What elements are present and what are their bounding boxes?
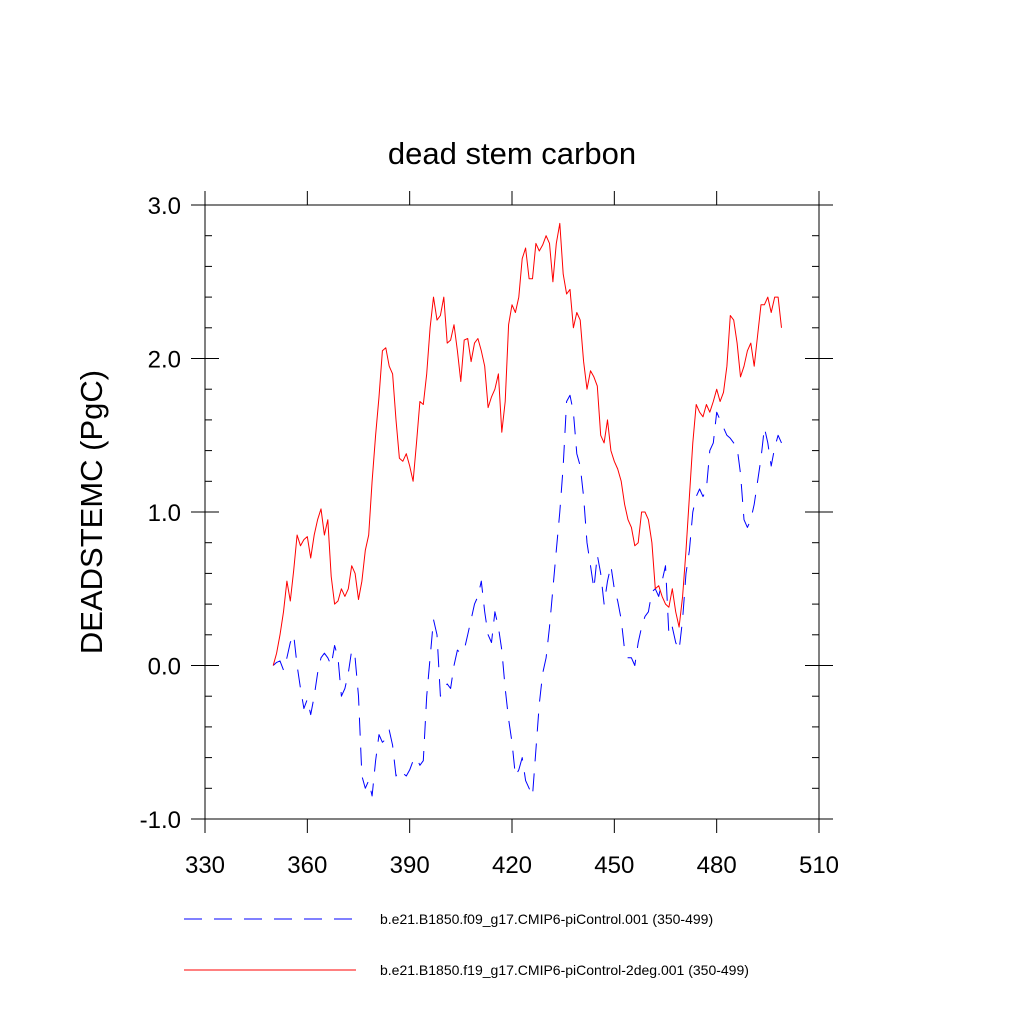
legend-label-blue: b.e21.B1850.f09_g17.CMIP6-piControl.001 …: [380, 911, 713, 927]
y-tick-label: 3.0: [148, 193, 181, 220]
y-tick-labels: -1.0 0.0 1.0 2.0 3.0: [140, 193, 181, 834]
x-tick-labels: 330 360 390 420 450 480 510: [185, 852, 839, 879]
chart-title: dead stem carbon: [388, 136, 636, 171]
y-tick-label: -1.0: [140, 807, 181, 834]
series-line-0: [272, 394, 782, 797]
tick-marks: [191, 191, 833, 833]
y-axis-label: DEADSTEMC (PgC): [74, 370, 109, 654]
series-line-1: [272, 222, 782, 666]
legend-label-red: b.e21.B1850.f19_g17.CMIP6-piControl-2deg…: [380, 962, 749, 978]
y-tick-label: 1.0: [148, 500, 181, 527]
series-lines: [272, 222, 782, 797]
x-tick-label: 450: [594, 852, 634, 879]
x-tick-label: 360: [287, 852, 327, 879]
x-tick-label: 330: [185, 852, 225, 879]
legend: b.e21.B1850.f09_g17.CMIP6-piControl.001 …: [184, 911, 749, 978]
plot-frame: [204, 204, 820, 820]
x-tick-label: 390: [390, 852, 430, 879]
x-tick-label: 420: [492, 852, 532, 879]
x-tick-label: 510: [799, 852, 839, 879]
y-tick-label: 0.0: [148, 654, 181, 681]
y-tick-label: 2.0: [148, 347, 181, 374]
x-tick-label: 480: [697, 852, 737, 879]
